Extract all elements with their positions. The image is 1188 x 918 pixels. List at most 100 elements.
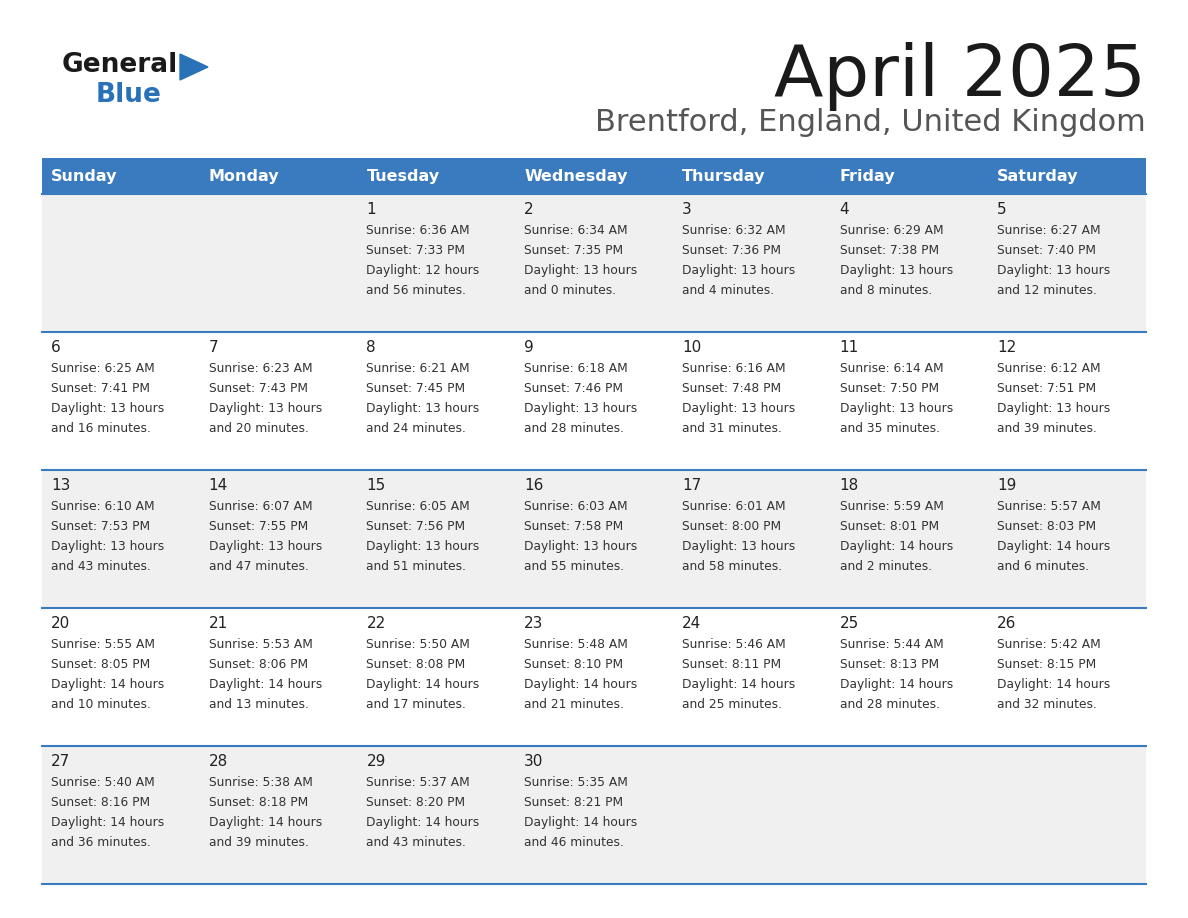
- Text: Daylight: 13 hours: Daylight: 13 hours: [524, 402, 638, 415]
- Text: and 35 minutes.: and 35 minutes.: [840, 422, 940, 435]
- Text: Sunrise: 5:42 AM: Sunrise: 5:42 AM: [997, 638, 1101, 651]
- Text: Brentford, England, United Kingdom: Brentford, England, United Kingdom: [595, 108, 1146, 137]
- Text: and 39 minutes.: and 39 minutes.: [209, 836, 309, 849]
- Text: Daylight: 14 hours: Daylight: 14 hours: [209, 678, 322, 691]
- Text: Sunset: 7:33 PM: Sunset: 7:33 PM: [366, 244, 466, 257]
- Text: Sunrise: 6:23 AM: Sunrise: 6:23 AM: [209, 362, 312, 375]
- Text: Daylight: 14 hours: Daylight: 14 hours: [51, 816, 164, 829]
- FancyBboxPatch shape: [830, 746, 988, 884]
- Text: Sunset: 8:10 PM: Sunset: 8:10 PM: [524, 658, 624, 671]
- FancyBboxPatch shape: [42, 746, 200, 884]
- Text: Saturday: Saturday: [997, 169, 1079, 184]
- Text: Sunset: 7:45 PM: Sunset: 7:45 PM: [366, 382, 466, 395]
- Text: Sunset: 7:51 PM: Sunset: 7:51 PM: [997, 382, 1097, 395]
- Text: 2: 2: [524, 202, 533, 217]
- Text: Daylight: 13 hours: Daylight: 13 hours: [524, 264, 638, 277]
- Text: Sunrise: 5:59 AM: Sunrise: 5:59 AM: [840, 500, 943, 513]
- Text: Daylight: 13 hours: Daylight: 13 hours: [682, 402, 795, 415]
- Text: and 43 minutes.: and 43 minutes.: [51, 560, 151, 573]
- Text: Sunset: 8:08 PM: Sunset: 8:08 PM: [366, 658, 466, 671]
- FancyBboxPatch shape: [988, 332, 1146, 470]
- Text: Daylight: 13 hours: Daylight: 13 hours: [997, 402, 1111, 415]
- FancyBboxPatch shape: [516, 746, 672, 884]
- FancyBboxPatch shape: [672, 158, 830, 194]
- Text: and 8 minutes.: and 8 minutes.: [840, 284, 931, 297]
- Text: Sunset: 7:43 PM: Sunset: 7:43 PM: [209, 382, 308, 395]
- FancyBboxPatch shape: [830, 194, 988, 332]
- Text: 1: 1: [366, 202, 377, 217]
- Text: Sunrise: 6:27 AM: Sunrise: 6:27 AM: [997, 224, 1101, 237]
- Text: Sunrise: 6:18 AM: Sunrise: 6:18 AM: [524, 362, 628, 375]
- Text: 18: 18: [840, 478, 859, 493]
- Text: and 16 minutes.: and 16 minutes.: [51, 422, 151, 435]
- Text: Daylight: 14 hours: Daylight: 14 hours: [209, 816, 322, 829]
- Text: Sunset: 8:00 PM: Sunset: 8:00 PM: [682, 520, 781, 533]
- Text: Daylight: 13 hours: Daylight: 13 hours: [51, 540, 164, 553]
- Text: Sunrise: 6:03 AM: Sunrise: 6:03 AM: [524, 500, 627, 513]
- Text: Sunset: 8:01 PM: Sunset: 8:01 PM: [840, 520, 939, 533]
- Text: Sunday: Sunday: [51, 169, 118, 184]
- Text: 12: 12: [997, 340, 1017, 355]
- Text: Sunset: 7:38 PM: Sunset: 7:38 PM: [840, 244, 939, 257]
- FancyBboxPatch shape: [988, 608, 1146, 746]
- Text: and 17 minutes.: and 17 minutes.: [366, 698, 467, 711]
- FancyBboxPatch shape: [42, 332, 200, 470]
- Text: Daylight: 12 hours: Daylight: 12 hours: [366, 264, 480, 277]
- FancyBboxPatch shape: [830, 158, 988, 194]
- Text: Sunrise: 6:34 AM: Sunrise: 6:34 AM: [524, 224, 627, 237]
- Text: Sunrise: 6:16 AM: Sunrise: 6:16 AM: [682, 362, 785, 375]
- Text: and 46 minutes.: and 46 minutes.: [524, 836, 624, 849]
- Text: 8: 8: [366, 340, 377, 355]
- Text: Sunrise: 5:50 AM: Sunrise: 5:50 AM: [366, 638, 470, 651]
- Text: Daylight: 14 hours: Daylight: 14 hours: [366, 816, 480, 829]
- Text: and 10 minutes.: and 10 minutes.: [51, 698, 151, 711]
- Text: 30: 30: [524, 754, 544, 769]
- Text: Daylight: 13 hours: Daylight: 13 hours: [51, 402, 164, 415]
- Text: Daylight: 13 hours: Daylight: 13 hours: [209, 402, 322, 415]
- Text: 9: 9: [524, 340, 533, 355]
- Text: 29: 29: [366, 754, 386, 769]
- Text: and 20 minutes.: and 20 minutes.: [209, 422, 309, 435]
- FancyBboxPatch shape: [672, 746, 830, 884]
- Text: and 47 minutes.: and 47 minutes.: [209, 560, 309, 573]
- Text: 22: 22: [366, 616, 386, 631]
- Text: Sunset: 7:35 PM: Sunset: 7:35 PM: [524, 244, 624, 257]
- FancyBboxPatch shape: [200, 746, 358, 884]
- Text: Daylight: 14 hours: Daylight: 14 hours: [51, 678, 164, 691]
- Text: Sunset: 7:55 PM: Sunset: 7:55 PM: [209, 520, 308, 533]
- Text: 17: 17: [682, 478, 701, 493]
- Text: 7: 7: [209, 340, 219, 355]
- FancyBboxPatch shape: [988, 470, 1146, 608]
- Text: 4: 4: [840, 202, 849, 217]
- FancyBboxPatch shape: [358, 608, 516, 746]
- Text: and 28 minutes.: and 28 minutes.: [524, 422, 624, 435]
- FancyBboxPatch shape: [672, 608, 830, 746]
- Text: Daylight: 13 hours: Daylight: 13 hours: [524, 540, 638, 553]
- Text: and 21 minutes.: and 21 minutes.: [524, 698, 624, 711]
- Text: 3: 3: [682, 202, 691, 217]
- Text: Wednesday: Wednesday: [524, 169, 627, 184]
- Text: 28: 28: [209, 754, 228, 769]
- Text: Sunrise: 6:29 AM: Sunrise: 6:29 AM: [840, 224, 943, 237]
- FancyBboxPatch shape: [672, 332, 830, 470]
- Text: General: General: [62, 52, 178, 78]
- Text: Monday: Monday: [209, 169, 279, 184]
- Text: Daylight: 13 hours: Daylight: 13 hours: [682, 264, 795, 277]
- Text: 16: 16: [524, 478, 544, 493]
- Text: Daylight: 13 hours: Daylight: 13 hours: [682, 540, 795, 553]
- FancyBboxPatch shape: [830, 470, 988, 608]
- FancyBboxPatch shape: [672, 470, 830, 608]
- Text: and 36 minutes.: and 36 minutes.: [51, 836, 151, 849]
- Text: and 2 minutes.: and 2 minutes.: [840, 560, 931, 573]
- Text: Daylight: 13 hours: Daylight: 13 hours: [209, 540, 322, 553]
- Text: Sunrise: 5:48 AM: Sunrise: 5:48 AM: [524, 638, 628, 651]
- Text: 5: 5: [997, 202, 1007, 217]
- Text: and 12 minutes.: and 12 minutes.: [997, 284, 1098, 297]
- Text: Sunrise: 6:05 AM: Sunrise: 6:05 AM: [366, 500, 470, 513]
- Text: Sunset: 8:18 PM: Sunset: 8:18 PM: [209, 796, 308, 809]
- Text: 10: 10: [682, 340, 701, 355]
- FancyBboxPatch shape: [672, 194, 830, 332]
- Text: 14: 14: [209, 478, 228, 493]
- Text: Sunrise: 6:10 AM: Sunrise: 6:10 AM: [51, 500, 154, 513]
- Text: Daylight: 14 hours: Daylight: 14 hours: [997, 678, 1111, 691]
